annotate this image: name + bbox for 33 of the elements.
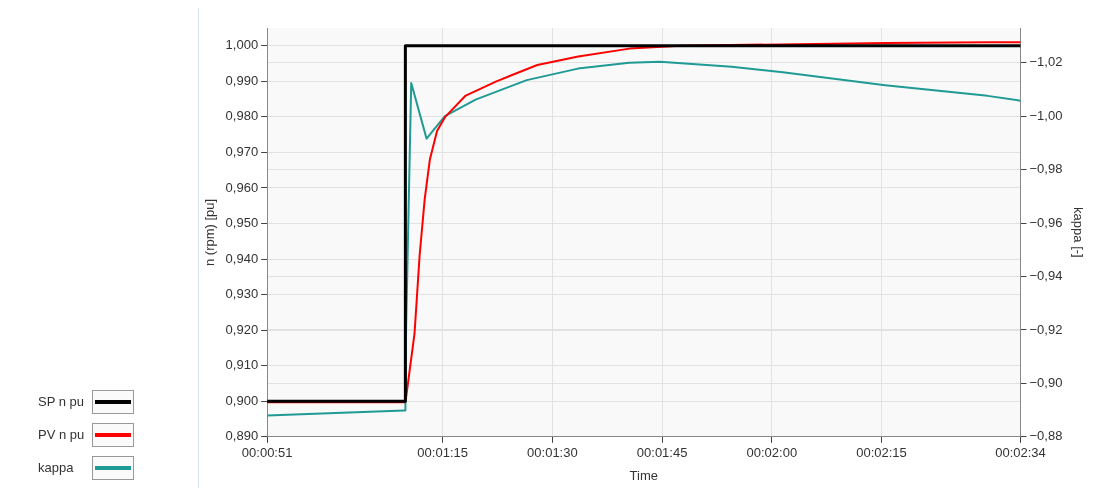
legend-label: PV n pu bbox=[38, 427, 86, 442]
x-tick-label: 00:02:34 bbox=[995, 445, 1046, 461]
y-tick-label: 1,000 bbox=[225, 37, 259, 53]
y2-tick-label: −0,92 bbox=[1029, 321, 1063, 337]
x-tick-label: 00:01:15 bbox=[417, 445, 468, 461]
x-tick-label: 00:00:51 bbox=[241, 445, 293, 461]
y-tick-label: 0,960 bbox=[225, 179, 259, 195]
x-tick-label: 00:02:15 bbox=[856, 445, 907, 461]
x-axis-title: Time bbox=[629, 467, 659, 483]
legend-label: kappa bbox=[38, 460, 75, 475]
y2-tick-label: −0,96 bbox=[1029, 214, 1063, 230]
legend-label: SP n pu bbox=[38, 394, 86, 409]
y-tick-label: 0,970 bbox=[225, 144, 259, 159]
y-tick-label: 0,990 bbox=[225, 72, 259, 88]
y2-tick-label: −0,88 bbox=[1029, 428, 1063, 444]
y-tick-label: 0,920 bbox=[225, 321, 259, 337]
y-tick-label: 0,910 bbox=[225, 357, 259, 373]
y-tick-label: 0,950 bbox=[225, 215, 259, 231]
y-tick-label: 0,930 bbox=[225, 286, 259, 302]
x-tick-label: 00:02:00 bbox=[746, 445, 798, 461]
y2-axis-title: kappa [-] bbox=[1070, 207, 1086, 258]
y-tick-label: 0,940 bbox=[225, 250, 259, 266]
y-tick-label: 0,890 bbox=[225, 428, 259, 444]
y2-tick-label: −0,94 bbox=[1029, 268, 1063, 284]
y-axis-title: n (rpm) [pu] bbox=[202, 198, 218, 266]
y2-tick-label: −1,02 bbox=[1029, 54, 1063, 70]
y-tick-label: 0,980 bbox=[225, 108, 259, 124]
y2-tick-label: −0,90 bbox=[1029, 374, 1063, 390]
y2-tick-label: −1,00 bbox=[1029, 107, 1063, 123]
x-tick-label: 00:01:45 bbox=[636, 445, 688, 461]
y-tick-label: 0,900 bbox=[225, 392, 259, 408]
x-tick-label: 00:01:30 bbox=[527, 445, 578, 461]
y2-tick-label: −0,98 bbox=[1029, 161, 1063, 177]
